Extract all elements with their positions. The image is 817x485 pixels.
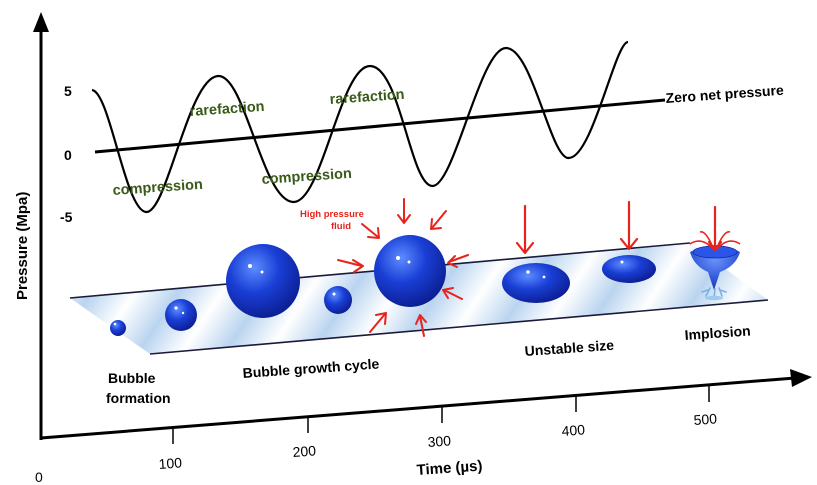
stage-unstable: Unstable size (524, 337, 615, 359)
x-axis-arrowhead (790, 369, 812, 387)
y-tick-labels: 5 0 -5 (60, 83, 73, 225)
x-ticks (172, 385, 710, 444)
x-tick-100: 100 (158, 454, 183, 472)
arrow-unstable-1 (515, 204, 535, 255)
arrow-topleft (361, 223, 380, 239)
implosion-jets (689, 231, 741, 251)
zero-pressure-line (94, 98, 666, 154)
arrow-unstable-2 (619, 200, 639, 251)
rarefaction-label-1: rarefaction (189, 99, 265, 120)
arrow-bottom (415, 314, 427, 337)
x-tick-300: 300 (427, 432, 452, 450)
arrow-left (337, 259, 364, 273)
x-axis-title: Time (µs) (416, 457, 483, 479)
pressure-arrows (337, 198, 469, 337)
x-tick-400: 400 (561, 421, 586, 439)
stage-growth: Bubble growth cycle (242, 355, 380, 381)
arrow-topright (430, 210, 447, 230)
stage-formation-line1: Bubble (108, 370, 156, 386)
bubble-unstable-1 (502, 263, 570, 303)
y-axis-arrowhead (33, 12, 49, 32)
arrow-bottomright (442, 287, 463, 300)
x-axis (40, 369, 812, 440)
y-tick-0: 0 (64, 147, 72, 163)
bubble-tiny (110, 320, 126, 336)
high-pressure-label-line1: High pressure (300, 209, 364, 220)
bubble-large-2 (374, 235, 446, 307)
y-axis (33, 12, 49, 440)
bubble-large-1 (226, 244, 300, 318)
y-axis-title: Pressure (Mpa) (14, 192, 31, 300)
rarefaction-label-2: rarefaction (329, 87, 405, 108)
bubble-unstable-2 (602, 255, 656, 283)
zero-pressure-label: Zero net pressure (665, 82, 784, 106)
arrow-top (397, 198, 411, 224)
bubbles (110, 235, 740, 336)
y-tick-minus5: -5 (60, 209, 73, 225)
compression-label-1: compression (112, 177, 203, 199)
high-pressure-label-line2: fluid (331, 221, 351, 232)
arrow-bottomleft (369, 312, 387, 333)
pressure-wave (91, 40, 629, 214)
stage-implosion: Implosion (684, 322, 751, 343)
bubble-medium (324, 286, 352, 314)
wave-labels: rarefaction rarefaction compression comp… (112, 87, 405, 199)
y-tick-5: 5 (64, 83, 72, 99)
stage-formation-line2: formation (106, 390, 171, 406)
x-tick-labels: 0 100 200 300 400 500 (35, 410, 718, 485)
bubble-imploding (690, 245, 740, 301)
x-tick-200: 200 (292, 442, 317, 460)
arrow-right (447, 254, 469, 268)
x-tick-500: 500 (693, 410, 718, 428)
bubble-small (165, 299, 197, 331)
x-tick-0: 0 (35, 469, 43, 485)
compression-label-2: compression (261, 166, 352, 188)
